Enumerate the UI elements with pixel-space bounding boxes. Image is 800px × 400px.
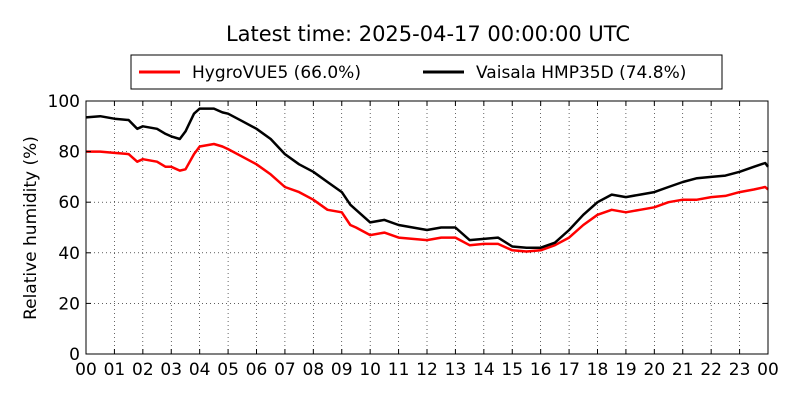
y-axis-label: Relative humidity (%) (21, 136, 41, 320)
x-tick-label: 03 (160, 360, 182, 380)
x-tick-label: 12 (416, 360, 438, 380)
x-tick-label: 16 (530, 360, 552, 380)
x-tick-label: 00 (757, 360, 779, 380)
x-tick-label: 19 (615, 360, 637, 380)
x-tick-label: 05 (217, 360, 239, 380)
y-tick-label: 60 (58, 193, 80, 213)
x-tick-label: 22 (700, 360, 722, 380)
x-tick-label: 18 (587, 360, 609, 380)
series-layer (85, 107, 770, 253)
x-tick-label: 07 (274, 360, 296, 380)
x-tick-label: 17 (558, 360, 580, 380)
x-tick-label: 10 (359, 360, 381, 380)
legend-label-vaisala: Vaisala HMP35D (74.8%) (476, 63, 686, 83)
x-tick-label: 11 (388, 360, 410, 380)
legend-label-hygrovue5: HygroVUE5 (66.0%) (192, 63, 361, 83)
grid (86, 101, 768, 354)
plot-frame (85, 100, 769, 355)
x-tick-label: 20 (644, 360, 666, 380)
legend: HygroVUE5 (66.0%) Vaisala HMP35D (74.8%) (130, 54, 723, 90)
y-tick-label: 80 (58, 143, 80, 163)
y-tick-label: 20 (58, 294, 80, 314)
x-tick-label: 21 (672, 360, 694, 380)
x-tick-label: 00 (75, 360, 97, 380)
y-tick-label: 100 (48, 92, 80, 112)
y-tick-label: 0 (69, 345, 80, 365)
series-line-vaisala (85, 107, 770, 249)
chart-title: Latest time: 2025-04-17 00:00:00 UTC (226, 22, 630, 46)
x-tick-label: 04 (189, 360, 211, 380)
ticks (85, 100, 769, 355)
x-tick-label: 06 (246, 360, 268, 380)
tick-labels: 00 01 02 03 04 05 06 07 08 09 10 11 12 13 14 15 16 17 18 19… (48, 92, 779, 380)
x-tick-label: 01 (104, 360, 126, 380)
x-tick-label: 08 (303, 360, 325, 380)
x-tick-label: 23 (729, 360, 751, 380)
y-tick-label: 40 (58, 244, 80, 264)
x-tick-label: 09 (331, 360, 353, 380)
x-tick-label: 14 (473, 360, 495, 380)
x-tick-label: 13 (445, 360, 467, 380)
x-tick-label: 15 (501, 360, 523, 380)
series-line-hygrovue5 (86, 142, 769, 253)
x-tick-label: 02 (132, 360, 154, 380)
